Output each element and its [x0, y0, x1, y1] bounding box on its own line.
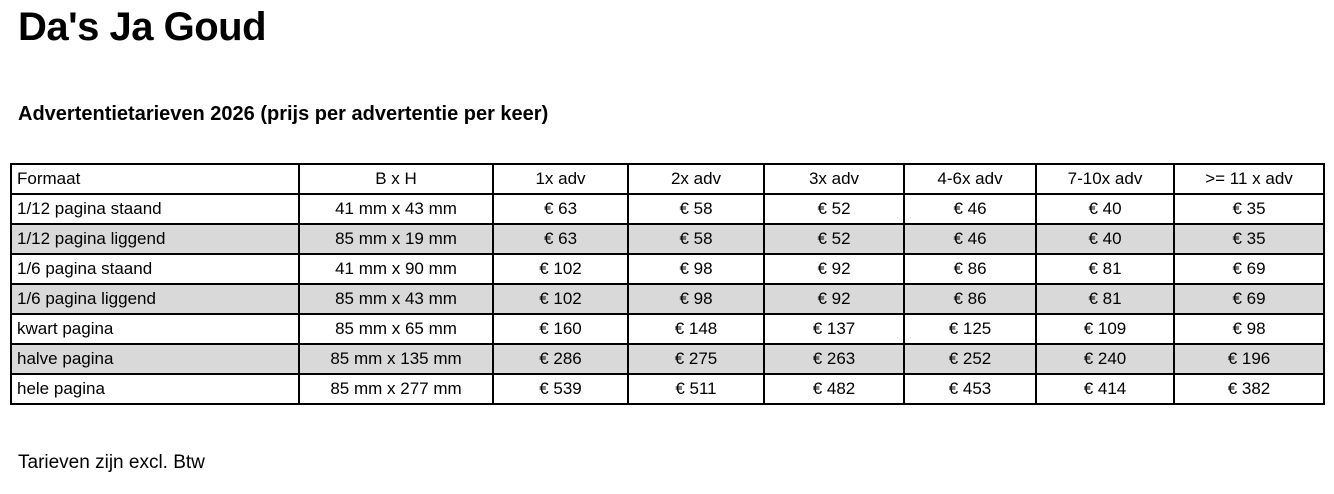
format-cell: 1/12 pagina liggend [10, 223, 300, 255]
price-cell: € 382 [1173, 373, 1325, 405]
format-cell: hele pagina [10, 373, 300, 405]
price-cell: € 69 [1173, 253, 1325, 285]
price-cell: € 98 [627, 253, 765, 285]
price-cell: € 252 [903, 343, 1037, 375]
table-row: 1/6 pagina staand 41 mm x 90 mm € 102 € 98 €… [10, 253, 1325, 285]
format-cell: halve pagina [10, 343, 300, 375]
price-cell: € 263 [763, 343, 905, 375]
column-header-6: 7-10x adv [1035, 163, 1175, 195]
size-cell: 85 mm x 135 mm [298, 343, 494, 375]
price-cell: € 58 [627, 223, 765, 255]
price-cell: € 92 [763, 253, 905, 285]
price-cell: € 40 [1035, 223, 1175, 255]
price-cell: € 109 [1035, 313, 1175, 345]
table-row: halve pagina 85 mm x 135 mm € 286 € 275 € 26… [10, 343, 1325, 375]
price-cell: € 98 [1173, 313, 1325, 345]
column-header-7: >= 11 x adv [1173, 163, 1325, 195]
price-cell: € 196 [1173, 343, 1325, 375]
price-cell: € 125 [903, 313, 1037, 345]
format-cell: 1/6 pagina staand [10, 253, 300, 285]
column-header-0: Formaat [10, 163, 300, 195]
price-cell: € 69 [1173, 283, 1325, 315]
format-cell: 1/12 pagina staand [10, 193, 300, 225]
price-cell: € 86 [903, 253, 1037, 285]
price-cell: € 539 [492, 373, 629, 405]
table-row: 1/12 pagina liggend 85 mm x 19 mm € 63 € 58… [10, 223, 1325, 255]
price-cell: € 35 [1173, 223, 1325, 255]
price-cell: € 286 [492, 343, 629, 375]
price-cell: € 137 [763, 313, 905, 345]
table-row: kwart pagina 85 mm x 65 mm € 160 € 148 € 137… [10, 313, 1325, 345]
page-title: Da's Ja Goud [18, 5, 267, 49]
size-cell: 85 mm x 65 mm [298, 313, 494, 345]
price-cell: € 160 [492, 313, 629, 345]
format-cell: 1/6 pagina liggend [10, 283, 300, 315]
price-cell: € 482 [763, 373, 905, 405]
price-cell: € 81 [1035, 283, 1175, 315]
table-row: hele pagina 85 mm x 277 mm € 539 € 511 € 482… [10, 373, 1325, 405]
price-cell: € 63 [492, 223, 629, 255]
size-cell: 85 mm x 277 mm [298, 373, 494, 405]
price-cell: € 81 [1035, 253, 1175, 285]
price-cell: € 40 [1035, 193, 1175, 225]
size-cell: 85 mm x 43 mm [298, 283, 494, 315]
table-body: 1/12 pagina staand 41 mm x 43 mm € 63 € 58 €… [10, 193, 1325, 405]
ad-rates-table: Formaat B x H 1x adv 2x adv 3x adv 4-6x adv 7-… [10, 163, 1325, 405]
price-cell: € 148 [627, 313, 765, 345]
price-cell: € 86 [903, 283, 1037, 315]
table-header-row: Formaat B x H 1x adv 2x adv 3x adv 4-6x adv 7-… [10, 163, 1325, 195]
price-cell: € 46 [903, 223, 1037, 255]
column-header-4: 3x adv [763, 163, 905, 195]
price-cell: € 63 [492, 193, 629, 225]
price-cell: € 275 [627, 343, 765, 375]
price-cell: € 414 [1035, 373, 1175, 405]
price-cell: € 92 [763, 283, 905, 315]
table-caption: Advertentietarieven 2026 (prijs per adve… [18, 103, 549, 125]
column-header-1: B x H [298, 163, 494, 195]
price-cell: € 35 [1173, 193, 1325, 225]
footnote: Tarieven zijn excl. Btw [18, 452, 205, 473]
price-cell: € 102 [492, 283, 629, 315]
price-cell: € 52 [763, 223, 905, 255]
column-header-2: 1x adv [492, 163, 629, 195]
price-cell: € 58 [627, 193, 765, 225]
price-cell: € 240 [1035, 343, 1175, 375]
size-cell: 41 mm x 43 mm [298, 193, 494, 225]
price-cell: € 511 [627, 373, 765, 405]
price-cell: € 98 [627, 283, 765, 315]
table-row: 1/12 pagina staand 41 mm x 43 mm € 63 € 58 €… [10, 193, 1325, 225]
table-row: 1/6 pagina liggend 85 mm x 43 mm € 102 € 98… [10, 283, 1325, 315]
price-cell: € 46 [903, 193, 1037, 225]
price-cell: € 102 [492, 253, 629, 285]
size-cell: 85 mm x 19 mm [298, 223, 494, 255]
column-header-3: 2x adv [627, 163, 765, 195]
size-cell: 41 mm x 90 mm [298, 253, 494, 285]
price-cell: € 52 [763, 193, 905, 225]
format-cell: kwart pagina [10, 313, 300, 345]
price-cell: € 453 [903, 373, 1037, 405]
column-header-5: 4-6x adv [903, 163, 1037, 195]
